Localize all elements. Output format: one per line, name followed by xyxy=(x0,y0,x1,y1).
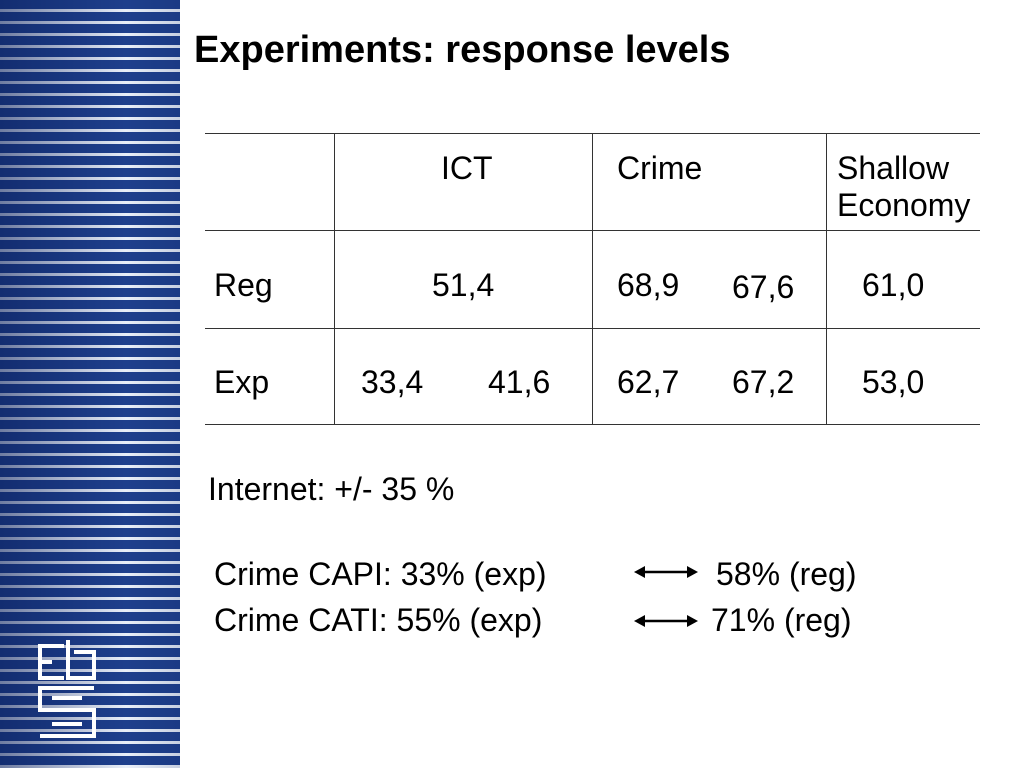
cbs-logo xyxy=(38,640,96,738)
table-column-divider xyxy=(592,133,593,424)
exp-ict-value-2: 41,6 xyxy=(488,364,551,400)
row-label-reg: Reg xyxy=(214,267,273,303)
header-crime: Crime xyxy=(617,150,703,186)
double-arrow-icon xyxy=(634,615,698,627)
table-column-divider xyxy=(826,133,827,424)
exp-crime-value-1: 62,7 xyxy=(617,364,680,400)
internet-note: Internet: +/- 35 % xyxy=(208,471,455,507)
reg-crime-value-1: 68,9 xyxy=(617,267,680,303)
crime-capi-right: 58% (reg) xyxy=(716,556,857,592)
header-shallow-economy-line1: Shallow xyxy=(837,150,950,186)
crime-cati-right: 71% (reg) xyxy=(711,602,852,638)
header-ict: ICT xyxy=(441,150,493,186)
double-arrow-icon xyxy=(634,566,698,578)
slide-title: Experiments: response levels xyxy=(194,29,731,71)
reg-shallow-value: 61,0 xyxy=(862,267,925,303)
crime-capi-left: Crime CAPI: 33% (exp) xyxy=(214,556,547,592)
table-bottom-rule xyxy=(205,424,980,425)
header-shallow-economy-line2: Economy xyxy=(837,187,971,223)
side-band-shading xyxy=(0,0,180,768)
crime-cati-left: Crime CATI: 55% (exp) xyxy=(214,602,543,638)
exp-shallow-value: 53,0 xyxy=(862,364,925,400)
reg-ict-value: 51,4 xyxy=(432,267,495,303)
exp-ict-value-1: 33,4 xyxy=(361,364,424,400)
table-column-divider xyxy=(334,133,335,424)
exp-crime-value-2: 67,2 xyxy=(732,364,795,400)
row-label-exp: Exp xyxy=(214,364,270,400)
reg-crime-value-2: 67,6 xyxy=(732,269,795,305)
